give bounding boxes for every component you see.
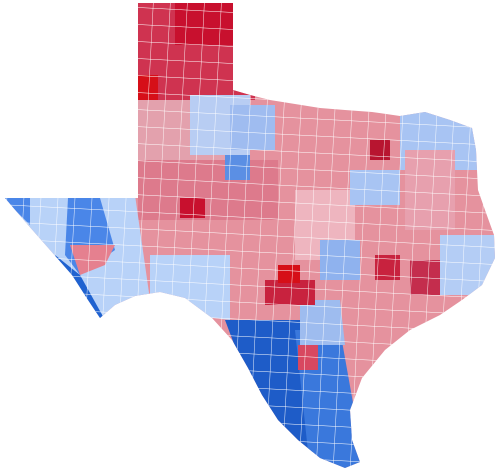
counties [5, 3, 495, 468]
county-borders [5, 3, 495, 468]
page: (() => { const data = JSON.parse(documen… [5, 3, 495, 468]
texas-map [5, 3, 495, 468]
